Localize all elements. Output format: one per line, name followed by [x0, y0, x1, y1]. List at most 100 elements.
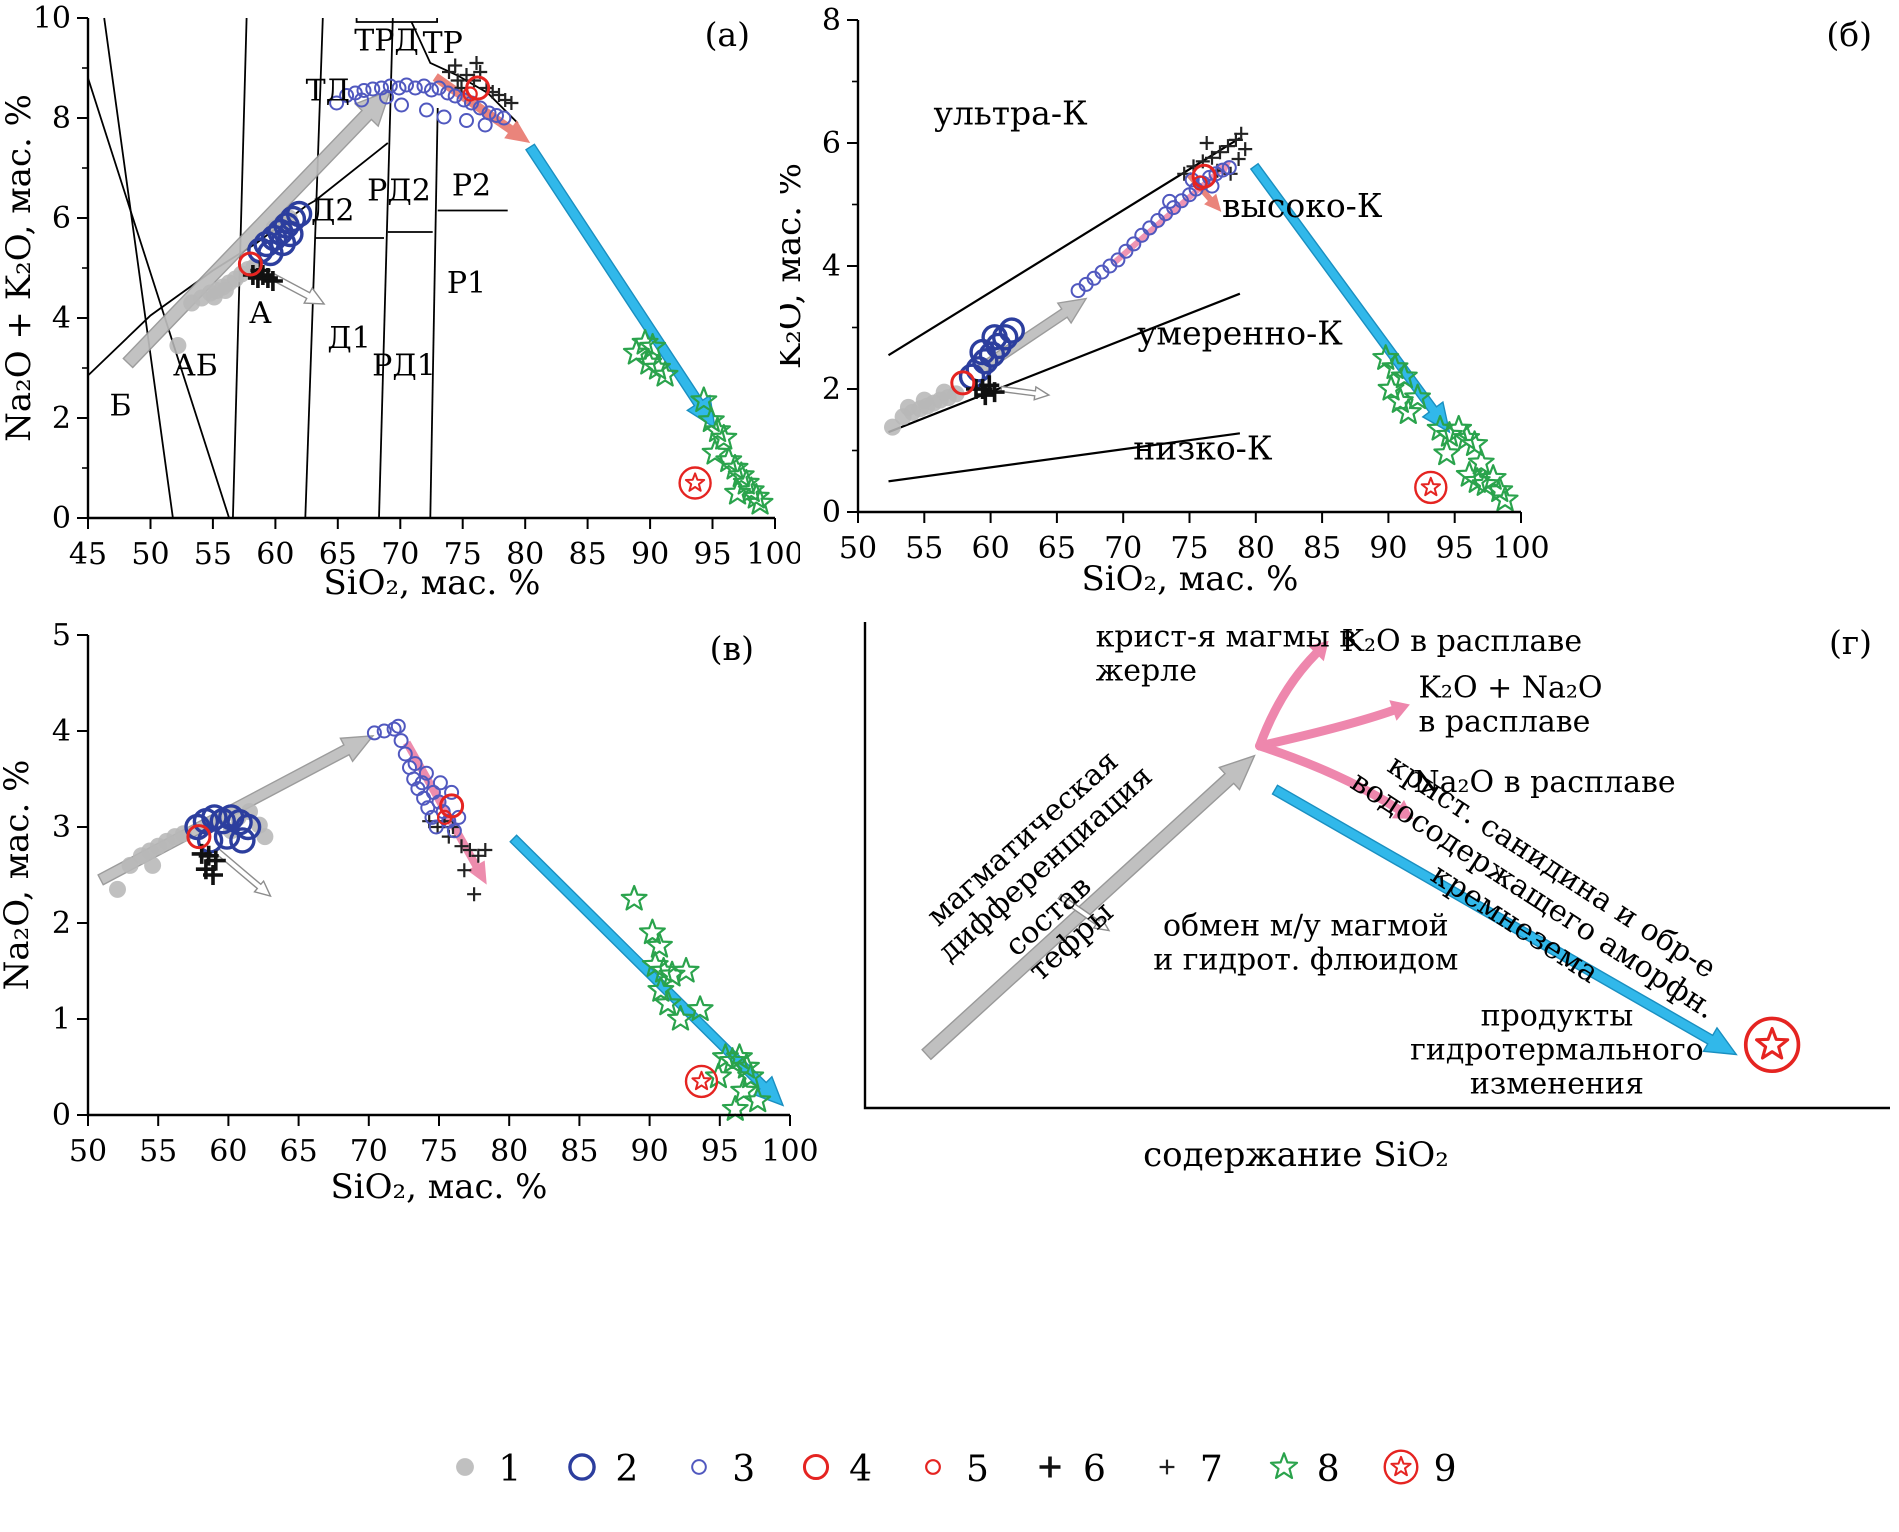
panel-c-chart: 50 55 60 65 70 75 80 85 90 95 100 0 1 2 3 4 5 SiO₂, мас. … [0, 610, 820, 1254]
legend-label-4: 4 [849, 1448, 873, 1490]
legend-item-1: 1 [442, 1444, 521, 1494]
x-tick-label: 70 [381, 537, 419, 572]
k2o-melt-label: K₂O в расплаве [1342, 624, 1582, 659]
tephra-trend-arrow [1000, 385, 1051, 401]
series-s6-points [242, 260, 283, 291]
field-boundary-line [304, 17, 324, 519]
x-tick-label: 65 [319, 537, 357, 572]
x-axis-label: SiO₂, мас. % [331, 1167, 548, 1207]
field-label: Р1 [447, 266, 486, 301]
field-label: ТД [306, 74, 350, 109]
x-tick-label: 85 [569, 537, 607, 572]
field-label: низко-К [1133, 429, 1273, 468]
field-label: РД1 [372, 349, 436, 384]
panel-d-chart: крист-я магмы в жерле K₂O в расплаве K₂O + … [780, 610, 1899, 1254]
x-tick-label: 60 [972, 531, 1010, 566]
field-boundary-line [103, 17, 174, 519]
y-tick-label: 6 [822, 126, 841, 161]
large-plus-icon [1027, 1444, 1073, 1494]
series-s8-points [620, 884, 772, 1121]
vent-crystallization-arrow [432, 73, 531, 143]
y-tick-label: 2 [52, 401, 71, 436]
small-blue-circle-icon [676, 1444, 722, 1494]
series-s3-points [1070, 160, 1237, 299]
series-s9-points [1414, 470, 1448, 505]
y-tick-label: 4 [52, 714, 71, 749]
na2o-melt-label: Na₂O в расплаве [1413, 765, 1675, 800]
x-tick-label: 65 [1038, 531, 1076, 566]
legend: 1 2 3 4 5 6 7 8 [0, 1444, 1899, 1494]
x-tick-label: 90 [631, 1134, 669, 1169]
x-tick-label: 70 [1104, 531, 1142, 566]
series-s5-points [462, 86, 478, 102]
series-s8-points [1372, 344, 1519, 512]
field-boundary-line [888, 432, 1241, 483]
panel-tag: (г) [1829, 623, 1872, 662]
series-s7-points [442, 56, 519, 110]
y-tick-label: 1 [52, 1002, 71, 1037]
tephra-trend-arrow [1057, 893, 1111, 932]
field-boundary-line [429, 107, 439, 519]
y-tick-label: 4 [822, 249, 841, 284]
green-star-icon [1261, 1444, 1307, 1494]
x-tick-label: 100 [1492, 531, 1549, 566]
y-axis-label: K₂O, мас. % [780, 163, 809, 369]
x-tick-label: 90 [631, 537, 669, 572]
x-tick-label: 80 [1237, 531, 1275, 566]
x-tick-label: 50 [839, 531, 877, 566]
panel-tag: (в) [710, 629, 754, 668]
axes [863, 622, 1890, 1110]
series-s7-points [1177, 126, 1253, 181]
legend-label-9: 9 [1433, 1448, 1457, 1490]
series-s1-points [884, 383, 965, 436]
field-boundary-line [888, 292, 1241, 434]
y-tick-label: 8 [52, 101, 71, 136]
field-label: умеренно-К [1137, 314, 1343, 353]
x-tick-label: 55 [139, 1134, 177, 1169]
x-tick-label: 75 [420, 1134, 458, 1169]
legend-label-2: 2 [615, 1448, 639, 1490]
k2o-melt-arrow [1255, 640, 1329, 751]
x-tick-label: 95 [701, 1134, 739, 1169]
y-axis-label: Na₂O, мас. % [0, 760, 37, 991]
series-s9-points [678, 466, 712, 500]
field-label: А [249, 296, 272, 331]
x-tick-label: 85 [1303, 531, 1341, 566]
y-tick-label: 3 [52, 810, 71, 845]
series-s3-points [329, 77, 512, 133]
y-tick-label: 0 [822, 495, 841, 530]
panel-tag: (б) [1826, 15, 1872, 54]
series-s7-points [422, 814, 493, 902]
tephra-trend-arrow [214, 847, 272, 898]
series-s2-points [184, 804, 262, 854]
field-label: ТР [423, 26, 463, 61]
legend-item-9: 9 [1378, 1444, 1457, 1494]
legend-item-5: 5 [910, 1444, 989, 1494]
y-tick-label: 0 [52, 501, 71, 536]
field-label: Д2 [311, 194, 354, 229]
field-label: АБ [173, 349, 218, 384]
x-tick-label: 95 [693, 537, 731, 572]
x-tick-label: 100 [761, 1134, 818, 1169]
field-label: ультра-К [933, 94, 1088, 133]
legend-item-2: 2 [559, 1444, 638, 1494]
legend-item-6: 6 [1027, 1444, 1106, 1494]
series-s3-points [366, 718, 467, 839]
y-tick-label: 6 [52, 201, 71, 236]
panel-a-chart: Б АБ А Д2 Д1 РД2 РД1 Р2 Р1 ТД ТРД ТР 45 50 55 60 65 70 75 8… [0, 0, 804, 616]
x-tick-label: 50 [131, 537, 169, 572]
field-label: Б [109, 389, 131, 424]
axes [86, 635, 790, 1117]
x-tick-label: 75 [444, 537, 482, 572]
legend-item-3: 3 [676, 1444, 755, 1494]
field-label: РД2 [367, 174, 431, 209]
series-s6-points [191, 843, 226, 885]
field-label: Д1 [327, 321, 370, 356]
x-axis-label: SiO₂, мас. % [324, 563, 541, 603]
svg-text:K₂O в расплаве: K₂O в расплаве [1342, 624, 1582, 659]
legend-label-6: 6 [1082, 1448, 1106, 1490]
x-tick-label: 55 [194, 537, 232, 572]
